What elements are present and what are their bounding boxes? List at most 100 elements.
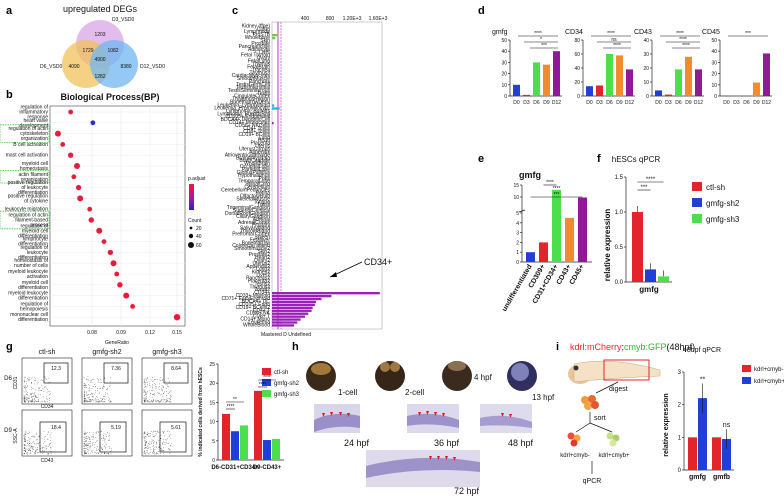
g-flow-event (97, 446, 98, 447)
tissue-label: CD33+ Myeloid (236, 293, 271, 299)
tissue-bar (272, 324, 294, 327)
g-bar-sig-label: **** (227, 404, 235, 410)
g-flow-event (98, 401, 99, 403)
g-flow-event (26, 383, 27, 385)
g-flow-event (160, 394, 162, 396)
g-flow-event (90, 380, 92, 382)
g-flow-event (86, 387, 88, 389)
g-flow-event (155, 433, 157, 435)
d-y-tick-label: 40 (501, 49, 507, 55)
g-flow-event (101, 400, 103, 401)
g-flow-event (26, 448, 28, 450)
g-flow-event (36, 397, 38, 399)
g-flow-event (23, 436, 25, 438)
g-flow-event (160, 448, 162, 450)
g-flow-event (157, 401, 159, 403)
g-flow-event (37, 442, 39, 444)
bp-term-label: organization (21, 136, 48, 142)
g-flow-event (89, 443, 90, 444)
g-flow-event (102, 401, 104, 403)
g-flow-event (164, 399, 166, 400)
g-flow-event (41, 437, 43, 439)
g-flow-event (36, 432, 37, 434)
g-flow-event (84, 442, 86, 444)
g-flow-event (144, 431, 146, 433)
g-flow-event (147, 434, 149, 436)
d-y-tick-label: 10 (643, 80, 649, 86)
g-flow-event (162, 393, 164, 394)
g-flow-event (161, 390, 163, 392)
g-flow-event (23, 397, 25, 398)
d-bar (675, 69, 682, 96)
tissue-label: Uterus2 (252, 261, 270, 267)
g-flow-event (102, 449, 103, 450)
g-flow-event (30, 394, 31, 395)
g-flow-event (49, 444, 51, 446)
g-flow-event (84, 398, 85, 400)
g-flow-event (143, 382, 145, 384)
g-flow-event (152, 452, 153, 453)
g-flow-event (149, 446, 151, 448)
g-flow-event (162, 431, 163, 433)
tissue-label: Testis (257, 91, 270, 97)
g-flow-event (88, 396, 90, 398)
tissue-bar (272, 321, 298, 324)
g-col-label: ctl-sh (39, 349, 56, 356)
i-bar (722, 438, 731, 470)
tissue-label: Ovary (257, 56, 271, 62)
g-flow-event (84, 436, 86, 438)
g-flow-event (101, 447, 102, 448)
g-flow-event (169, 435, 170, 437)
zebrafish-body (573, 360, 661, 383)
bp-term-label: differentiation (18, 190, 48, 196)
bp-term-label: myeloid cell (22, 161, 48, 167)
d-x-tick-label: D3 (733, 100, 740, 106)
bp-term-label: myeloid cell (22, 280, 48, 286)
g-flow-event (88, 388, 90, 389)
f-sig-label: *** (640, 185, 648, 191)
d-x-tick-label: D12 (694, 100, 703, 106)
d-sig-label: ns (611, 37, 617, 43)
g-flow-event (94, 444, 95, 446)
g-flow-event (102, 400, 104, 402)
g-flow-event (167, 401, 169, 402)
g-flow-event (25, 439, 26, 441)
g-flow-event (107, 388, 108, 390)
g-flow-event (49, 392, 51, 394)
stage-label: 13 hpf (532, 393, 555, 402)
g-flow-event (170, 438, 172, 440)
g-flow-event (144, 441, 146, 443)
g-flow-event (26, 453, 27, 455)
bp-legend-padj-title: p.adjust (188, 176, 206, 182)
f-legend-label: gmfg-sh3 (706, 215, 740, 224)
e-y-tick-label: 0 (516, 260, 519, 266)
g-gate-value: 5.61 (171, 425, 181, 431)
tissue-label: SpinalCord (245, 182, 270, 188)
g-gate (103, 362, 129, 384)
g-flow-event (47, 434, 48, 435)
cd34-annotation: CD34+ (364, 257, 392, 267)
i-title-separator: ; (622, 342, 625, 352)
expression-arrows (322, 412, 350, 417)
g-flow-event (89, 400, 91, 402)
tissue-label: Spleen (254, 234, 270, 240)
kdrl-cmyb-neg-cells (567, 432, 581, 447)
g-flow-event (46, 399, 48, 401)
embryo-1cell-blastodisc (311, 363, 331, 375)
bp-term-label: regulation of (20, 223, 48, 229)
g-gate (163, 362, 189, 384)
g-flow-event (26, 441, 28, 443)
g-bar (263, 440, 271, 460)
g-flow-event (108, 453, 109, 454)
tissue-label: CD71+ EarlyErythroid (222, 296, 271, 302)
g-flow-event (24, 400, 25, 402)
tissue-label: Pancreas (249, 79, 271, 85)
bp-dot (71, 174, 77, 180)
g-flow-event (153, 443, 154, 444)
tissue-label: Thymus2 (249, 284, 270, 290)
g-flow-event (85, 453, 86, 454)
bp-term-label: differentiation (18, 285, 48, 291)
g-flow-event (34, 450, 36, 452)
g-flow-event (144, 447, 145, 449)
